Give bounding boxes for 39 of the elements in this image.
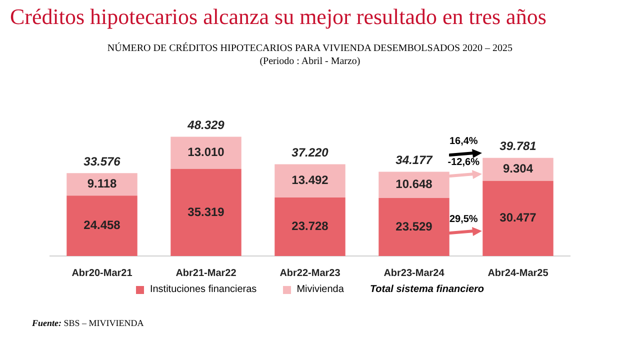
total-label: 33.576 bbox=[84, 154, 121, 168]
data-label: 13.010 bbox=[188, 145, 225, 160]
data-label: 13.492 bbox=[292, 173, 329, 188]
bar bbox=[482, 180, 554, 256]
bar bbox=[170, 168, 242, 256]
x-tick-label: Abr20-Mar21 bbox=[72, 268, 133, 279]
bar bbox=[66, 173, 138, 196]
bar bbox=[274, 164, 346, 198]
data-label: 35.319 bbox=[188, 204, 225, 219]
data-label: 9.118 bbox=[87, 176, 118, 191]
bar bbox=[378, 198, 450, 256]
data-label: 30.477 bbox=[500, 210, 537, 225]
chart-title: Créditos hipotecarios alcanza su mejor resultado en tres años bbox=[10, 4, 546, 30]
x-tick-label: Abr22-Mar23 bbox=[280, 268, 341, 279]
data-label: 23.728 bbox=[292, 219, 329, 234]
x-tick-label: Abr24-Mar25 bbox=[488, 268, 549, 279]
total-label: 37.220 bbox=[292, 146, 329, 160]
x-tick-label: Abr21-Mar22 bbox=[176, 268, 237, 279]
chart-subtitle: NÚMERO DE CRÉDITOS HIPOTECARIOS PARA VIVIENDA DESEMBOLSADOS 2020 – 2025 (Periodo : Abril - Marzo) bbox=[106, 42, 514, 68]
text: Total sistema financiero bbox=[370, 284, 484, 295]
data-label: 23.529 bbox=[396, 219, 433, 234]
legend-label: Mivivienda bbox=[296, 284, 344, 295]
bar bbox=[482, 158, 554, 181]
bar bbox=[378, 172, 450, 198]
annotation: -12,6% bbox=[448, 156, 480, 168]
bar bbox=[170, 136, 242, 169]
total-label: 39.781 bbox=[500, 139, 537, 154]
data-label: 10.648 bbox=[396, 177, 433, 192]
legend-label: Instituciones financieras bbox=[150, 284, 257, 295]
source-note: Fuente: SBS – MIVIVIENDA bbox=[32, 318, 144, 328]
bar bbox=[274, 197, 346, 256]
data-label: 9.304 bbox=[502, 162, 534, 176]
data-label: 24.458 bbox=[84, 218, 121, 232]
total-label: 34.177 bbox=[396, 153, 434, 168]
annotation: 29,5% bbox=[449, 214, 478, 226]
x-tick-label: Abr23-Mar24 bbox=[384, 268, 445, 279]
total-label: 48.329 bbox=[186, 118, 225, 132]
bar bbox=[66, 196, 138, 256]
annotation: 16,4% bbox=[449, 136, 478, 147]
